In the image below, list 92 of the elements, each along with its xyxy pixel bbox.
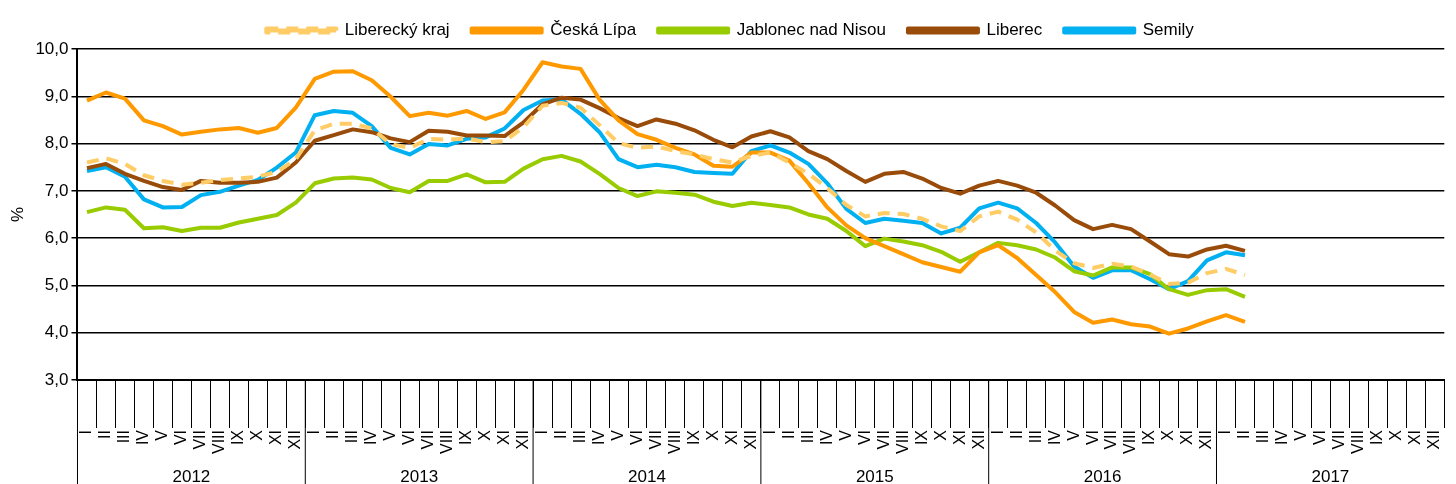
text: 2013 [400,467,439,484]
legend-label: Česká Lípa [550,20,637,40]
x-tick-label: V [381,429,399,441]
x-tick-label: X [931,429,949,441]
x-tick-label: IX [1368,429,1386,446]
x-tick-label: III [115,429,133,444]
x-tick-label: V [1064,429,1082,441]
x-tick-label: III [343,429,361,444]
x-tick-label: XII [286,429,304,450]
text: 2014 [628,467,666,484]
x-tick-label: IV [589,429,607,446]
text: 2012 [172,467,211,484]
x-tick-label: VIII [438,429,456,455]
x-tick-label: II [779,429,797,439]
x-tick-label: VI [400,429,418,446]
x-tick-label: I [760,429,778,435]
x-tick-label: XI [267,429,285,446]
x-tick-label: VI [855,429,873,446]
y-tick-label: 10,0 [35,38,69,58]
y-tick-label: 6,0 [44,227,69,247]
y-tick-label: 8,0 [44,133,69,153]
x-tick-label: III [1254,429,1272,444]
x-tick-label: X [248,429,266,441]
text: 2015 [855,467,894,484]
y-tick-label: 9,0 [44,85,69,105]
x-tick-label: X [476,429,494,441]
x-tick-label: IX [1140,429,1158,446]
x-tick-label: VIII [665,429,683,455]
x-tick-label: VII [191,429,209,450]
x-tick-label: III [1026,429,1044,444]
x-tick-label: VI [1311,429,1329,446]
legend-label: Jablonec nad Nisou [736,20,886,40]
x-tick-label: V [608,429,626,441]
text: 2017 [1311,467,1350,484]
x-tick-label: VI [627,429,645,446]
x-tick-label: XI [1406,429,1424,446]
legend-label: Semily [1142,20,1195,40]
x-tick-label: VII [1102,429,1120,450]
x-tick-label: VI [1083,429,1101,446]
x-tick-label: VII [646,429,664,450]
x-tick-label: VII [419,429,437,450]
x-tick-label: IX [684,429,702,446]
x-tick-label: X [703,429,721,441]
x-tick-label: VIII [1121,429,1139,455]
x-tick-label: III [570,429,588,444]
x-tick-label: XII [1197,429,1215,450]
x-tick-label: V [836,429,854,441]
x-tick-label: III [798,429,816,444]
x-tick-label: XII [741,429,759,450]
x-tick-label: VIII [1349,429,1367,455]
x-tick-label: XII [514,429,531,450]
text: 2016 [1083,467,1122,484]
x-tick-label: XII [1425,429,1443,450]
x-tick-label: II [96,429,114,439]
x-tick-label: IV [362,429,380,446]
y-tick-label: 3,0 [44,369,69,389]
x-tick-label: IV [134,429,152,446]
x-tick-label: VII [1330,429,1348,450]
x-tick-label: I [532,429,550,435]
x-tick-label: XI [950,429,968,446]
x-tick-label: II [1235,429,1253,439]
x-tick-label: V [153,429,171,441]
x-tick-label: IV [1273,429,1291,446]
x-tick-label: II [324,429,342,439]
x-tick-label: VI [172,429,190,446]
x-tick-label: I [1216,429,1234,435]
x-tick-label: I [305,429,323,435]
x-tick-label: XI [1178,429,1196,446]
x-tick-label: V [1292,429,1310,441]
y-axis-title: % [7,206,27,223]
y-tick-label: 7,0 [44,180,69,200]
x-tick-label: VIII [210,429,228,455]
x-tick-label: XII [969,429,987,450]
x-tick-label: I [77,429,95,435]
legend-label: Liberec [986,20,1043,40]
x-tick-label: X [1387,429,1405,441]
x-tick-label: II [1007,429,1025,439]
x-tick-label: IV [1045,429,1063,446]
x-tick-label: VIII [893,429,911,455]
x-tick-label: IX [229,429,247,446]
legend-label: Liberecký kraj [344,20,450,40]
x-tick-label: IX [912,429,930,446]
x-tick-label: XI [495,429,513,446]
x-tick-label: I [988,429,1006,435]
x-tick-label: IX [457,429,475,446]
x-tick-label: X [1159,429,1177,441]
y-tick-label: 5,0 [44,275,69,295]
x-tick-label: XI [722,429,740,446]
x-tick-label: IV [817,429,835,446]
x-tick-label: VII [874,429,892,450]
y-tick-label: 4,0 [44,322,69,342]
x-tick-label: II [551,429,569,439]
